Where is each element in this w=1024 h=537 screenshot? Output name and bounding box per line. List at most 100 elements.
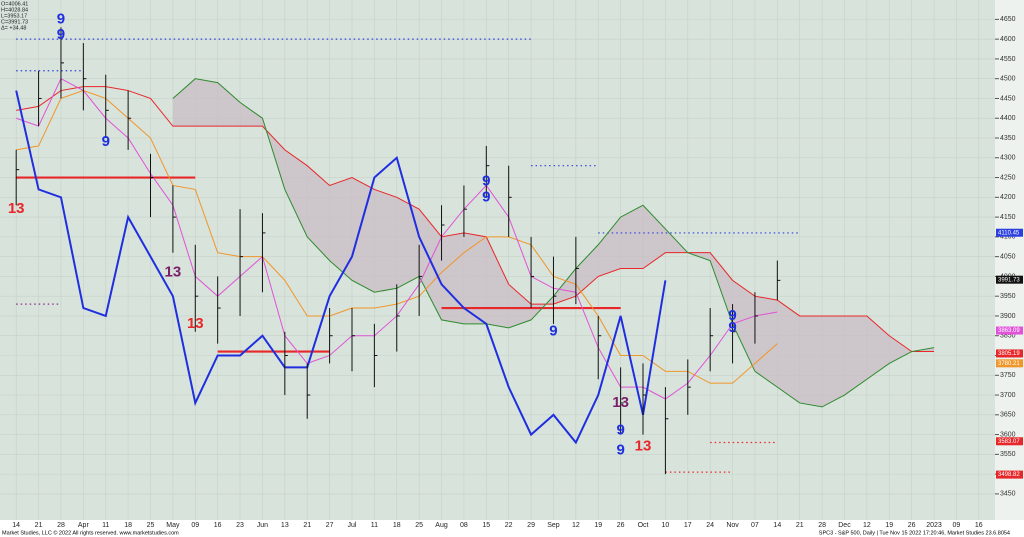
price-tag xyxy=(996,359,1023,368)
y-tick-label: 4100 xyxy=(1000,234,1016,241)
x-tick-label: 18 xyxy=(393,522,401,529)
x-tick-label: 25 xyxy=(147,522,155,529)
x-tick-label: 09 xyxy=(953,522,961,529)
y-tick-label: 4050 xyxy=(1000,253,1016,260)
x-tick-label: 23 xyxy=(236,522,244,529)
x-tick-label: Nov xyxy=(726,522,739,529)
series-line xyxy=(16,86,935,353)
y-tick-label: 3900 xyxy=(1000,313,1016,320)
y-tick-label: 3650 xyxy=(1000,412,1016,419)
annotation: 13 xyxy=(187,315,204,332)
annotation: 13 xyxy=(612,394,629,411)
y-tick-label: 4500 xyxy=(1000,76,1016,83)
price-tag xyxy=(996,437,1023,446)
x-tick-label: 11 xyxy=(371,522,378,529)
axis-background xyxy=(995,0,1024,520)
x-tick-label: 08 xyxy=(460,522,468,529)
x-tick-label: 28 xyxy=(57,522,65,529)
readout-line: O=4006.41 xyxy=(1,1,28,7)
readout-line: H=4028.84 xyxy=(1,7,28,13)
annotation: 9 xyxy=(728,319,736,336)
x-tick-label: 09 xyxy=(191,522,199,529)
price-tag-label: 3991.73 xyxy=(998,277,1020,283)
y-tick-label: 3700 xyxy=(1000,392,1016,399)
y-tick-label: 4550 xyxy=(1000,56,1016,63)
x-tick-label: Apr xyxy=(78,522,90,529)
annotation: 9 xyxy=(616,422,624,439)
footer-left: Market Studies, LLC © 2022 All rights re… xyxy=(2,529,179,536)
price-tag xyxy=(996,326,1023,335)
y-tick-label: 4300 xyxy=(1000,155,1016,162)
x-tick-label: 25 xyxy=(415,522,423,529)
y-tick-label: 4350 xyxy=(1000,135,1016,142)
annotation: 9 xyxy=(57,10,65,27)
price-tag-label: 3780.21 xyxy=(998,361,1020,367)
annotation: 9 xyxy=(102,133,110,150)
x-tick-label: Sep xyxy=(547,522,560,529)
x-tick-label: 29 xyxy=(527,522,535,529)
y-tick-label: 4450 xyxy=(1000,95,1016,102)
price-tag xyxy=(996,470,1023,479)
y-tick-label: 4400 xyxy=(1000,115,1016,122)
annotation: 13 xyxy=(8,200,25,217)
x-tick-label: 10 xyxy=(661,522,669,529)
x-tick-label: 12 xyxy=(572,522,580,529)
annotation: 13 xyxy=(635,437,652,454)
x-tick-label: 17 xyxy=(684,522,692,529)
y-tick-label: 3600 xyxy=(1000,431,1016,438)
y-tick-label: 3850 xyxy=(1000,333,1016,340)
readout-line: L=3953.17 xyxy=(1,13,27,19)
annotation: 9 xyxy=(728,307,736,324)
x-tick-label: Aug xyxy=(435,522,448,529)
footer-right: SPC3 - S&P 500, Daily | Tue Nov 15 2022 … xyxy=(819,530,1010,536)
x-tick-label: 27 xyxy=(326,522,334,529)
x-tick-label: 19 xyxy=(885,522,893,529)
x-tick-label: Jun xyxy=(257,522,268,529)
y-tick-label: 3750 xyxy=(1000,372,1016,379)
price-tag-label: 4110.45 xyxy=(998,230,1020,236)
y-tick-label: 4250 xyxy=(1000,174,1016,181)
y-tick-label: 3950 xyxy=(1000,293,1016,300)
price-tag xyxy=(996,228,1023,237)
x-tick-label: 14 xyxy=(773,522,781,529)
x-tick-label: 16 xyxy=(214,522,222,529)
annotation: 9 xyxy=(616,441,624,458)
x-tick-label: 2023 xyxy=(926,522,942,529)
readout-line: Δ= +34.48 xyxy=(1,25,26,31)
y-tick-label: 3550 xyxy=(1000,451,1016,458)
x-tick-label: 12 xyxy=(863,522,871,529)
price-tag-label: 3498.82 xyxy=(998,472,1020,478)
x-tick-label: 18 xyxy=(124,522,132,529)
x-tick-label: Dec xyxy=(838,522,851,529)
price-tag-label: 3805.19 xyxy=(998,351,1020,357)
cloud-fill xyxy=(172,78,935,407)
x-tick-label: 14 xyxy=(12,522,20,529)
annotation: 9 xyxy=(482,172,490,189)
x-tick-label: 22 xyxy=(505,522,513,529)
y-tick-label: 4650 xyxy=(1000,16,1016,23)
x-tick-label: 13 xyxy=(281,522,289,529)
price-tag-label: 3863.09 xyxy=(998,328,1020,334)
annotation: 9 xyxy=(482,188,490,205)
annotation: 9 xyxy=(549,323,557,340)
price-tag-label: 3583.07 xyxy=(998,439,1020,445)
readout: O=4006.41H=4028.84L=3953.17C=3991.73Δ= +… xyxy=(1,1,28,31)
x-tick-label: 26 xyxy=(908,522,916,529)
annotation: 13 xyxy=(165,263,182,280)
x-tick-label: 16 xyxy=(975,522,983,529)
x-tick-label: 26 xyxy=(617,522,625,529)
x-tick-label: 21 xyxy=(303,522,311,529)
x-tick-label: 07 xyxy=(751,522,759,529)
price-tag xyxy=(996,275,1023,284)
x-tick-label: May xyxy=(166,522,180,529)
x-tick-label: Jul xyxy=(348,522,357,529)
price-tag xyxy=(996,349,1023,358)
y-tick-label: 3450 xyxy=(1000,491,1016,498)
x-tick-label: 11 xyxy=(102,522,109,529)
x-tick-label: 21 xyxy=(35,522,43,529)
series-line xyxy=(15,90,667,445)
x-tick-label: 21 xyxy=(796,522,804,529)
x-tick-label: 28 xyxy=(818,522,826,529)
